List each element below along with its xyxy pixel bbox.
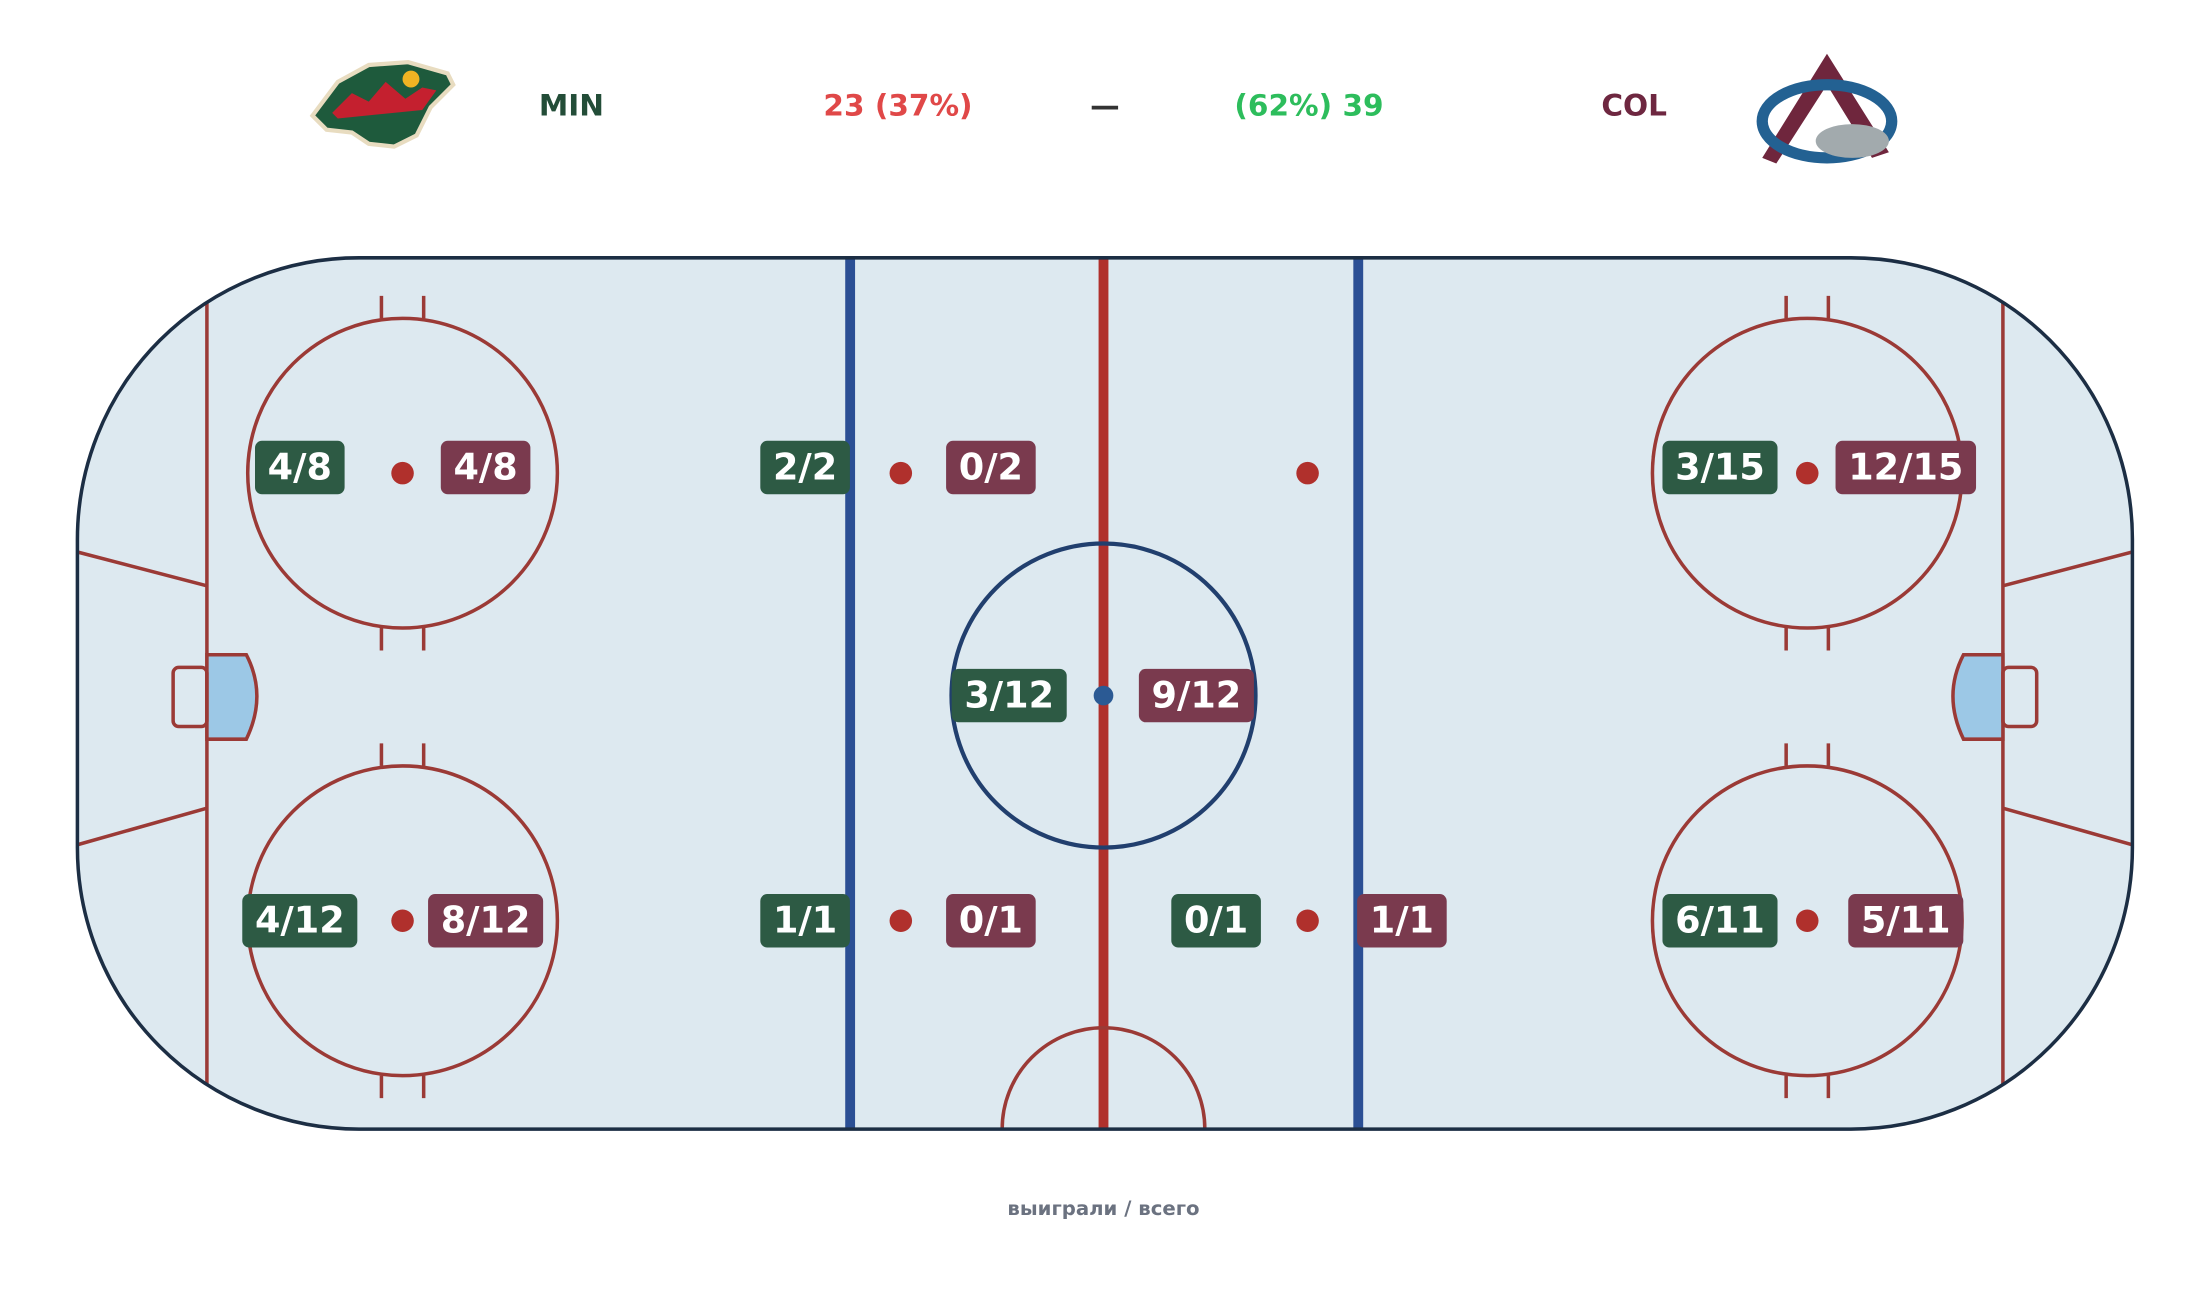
home-logo (309, 60, 456, 149)
away-label-bg (1357, 894, 1447, 948)
home-faceoffs: 1/1 (773, 899, 837, 942)
away-label-bg (946, 440, 1036, 495)
rink (75, 256, 2135, 1131)
home-label-bg (951, 668, 1067, 723)
home-label-bg (1171, 894, 1261, 948)
away-faceoffs: 9/12 (1152, 673, 1242, 716)
away-label-bg (428, 894, 544, 948)
home-faceoffs: 3/15 (1675, 445, 1765, 488)
away-label-bg (946, 894, 1036, 948)
away-faceoffs: 5/11 (1861, 899, 1951, 942)
away-faceoffs: 12/15 (1848, 445, 1963, 488)
home-faceoffs: 3/12 (964, 673, 1054, 716)
faceoff-labels: 4/8 4/8 4/12 8/12 2/2 0/2 1/1 0/1 3/12 9/12 0/1 1/1… (242, 440, 1977, 948)
away-label-bg (1138, 668, 1254, 723)
home-label-bg (242, 894, 358, 948)
home-faceoffs: 4/12 (255, 899, 345, 942)
away-logo (1756, 53, 1898, 164)
home-faceoffs: 2/2 (773, 445, 837, 488)
home-team: MIN (539, 89, 604, 123)
away-team: COL (1601, 89, 1667, 123)
away-faceoffs: 8/12 (441, 899, 531, 942)
away-faceoffs: 4/8 (453, 445, 517, 488)
away-faceoffs: 0/2 (959, 445, 1023, 488)
home-label-bg (760, 440, 850, 495)
away-faceoffs: 1/1 (1370, 899, 1434, 942)
away-score: (62%) 39 (1234, 89, 1383, 123)
away-label-bg (1848, 894, 1964, 948)
home-faceoffs: 6/11 (1675, 899, 1765, 942)
away-label-bg (1835, 440, 1977, 495)
home-label-bg (760, 894, 850, 948)
separator: — (1090, 89, 1120, 123)
home-label-bg (1662, 894, 1778, 948)
home-label-bg (1662, 440, 1778, 495)
away-label-bg (440, 440, 531, 495)
home-label-bg (255, 440, 345, 495)
legend: выиграли / всего (1007, 1197, 1199, 1220)
home-score: 23 (37%) (823, 89, 972, 123)
away-faceoffs: 0/1 (959, 899, 1023, 942)
home-faceoffs: 0/1 (1184, 899, 1248, 942)
home-faceoffs: 4/8 (268, 445, 332, 488)
